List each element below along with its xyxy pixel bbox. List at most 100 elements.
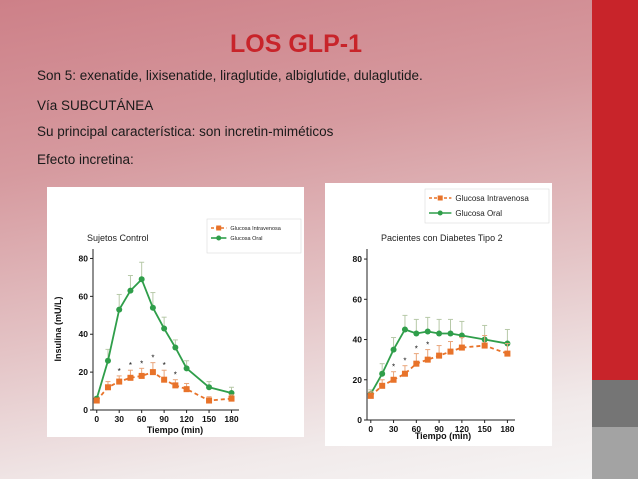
data-point: [172, 382, 179, 389]
legend-label: Glucosa Intravenosa: [455, 194, 529, 203]
data-point: [104, 357, 111, 364]
side-bar-red: [592, 0, 638, 380]
significance-asterisk: *: [403, 357, 406, 366]
x-tick-label: 150: [202, 414, 216, 424]
y-axis-label: Insulina (mU/L): [53, 296, 63, 361]
y-tick-label: 20: [79, 367, 89, 377]
data-point: [436, 330, 443, 337]
y-tick-label: 40: [79, 329, 89, 339]
legend-swatch-marker: [437, 195, 443, 201]
significance-asterisk: *: [392, 363, 395, 372]
x-axis-label: Tiempo (min): [415, 431, 471, 441]
x-tick-label: 90: [434, 424, 444, 434]
data-point: [127, 374, 134, 381]
data-point: [206, 384, 213, 391]
data-point: [436, 352, 443, 359]
significance-asterisk: *: [415, 345, 418, 354]
data-point: [424, 328, 431, 335]
chart-panel-control: Sujetos Control 0 20 40 60 80 0 30 60 90 120 150 180…: [47, 187, 304, 437]
y-tick-label: 80: [79, 253, 89, 263]
legend-box: [206, 218, 302, 254]
data-point: [401, 326, 408, 333]
incretin-effect-line: Efecto incretina:: [37, 152, 134, 167]
y-tick-label: 60: [79, 291, 89, 301]
data-point: [458, 344, 465, 351]
data-point: [401, 370, 408, 377]
data-point: [116, 378, 123, 385]
legend-label: Glucosa Oral: [230, 236, 262, 242]
x-tick-label: 180: [500, 424, 514, 434]
legend-label: Glucosa Oral: [455, 209, 502, 218]
data-point: [458, 332, 465, 339]
legend-swatch-marker: [216, 235, 222, 241]
x-tick-label: 60: [412, 424, 422, 434]
side-bar-light-gray: [592, 427, 638, 479]
drug-list-line: Son 5: exenatide, lixisenatide, liraglut…: [37, 68, 423, 83]
x-tick-label: 120: [179, 414, 193, 424]
data-point: [138, 372, 145, 379]
x-tick-label: 180: [224, 414, 238, 424]
data-point: [161, 325, 168, 332]
data-point: [413, 330, 420, 337]
data-point: [138, 276, 145, 283]
data-point: [127, 287, 134, 294]
data-point: [424, 356, 431, 363]
data-point: [379, 370, 386, 377]
significance-asterisk: *: [129, 361, 132, 370]
chart-panel-diabetes: Pacientes con Diabetes Tipo 2 0 20 40 60 80 0 3…: [325, 183, 552, 446]
data-point: [481, 342, 488, 349]
x-tick-label: 0: [368, 424, 373, 434]
legend-box: [424, 188, 550, 224]
significance-asterisk: *: [118, 367, 121, 376]
significance-asterisk: *: [140, 359, 143, 368]
data-point: [367, 392, 374, 399]
data-point: [504, 350, 511, 357]
route-line: Vía SUBCUTÁNEA: [37, 98, 154, 113]
x-tick-label: 30: [389, 424, 399, 434]
x-axis-label: Tiempo (min): [147, 425, 203, 435]
data-point: [149, 369, 156, 376]
data-point: [228, 395, 235, 402]
chart-diabetes: Pacientes con Diabetes Tipo 2 0 20 40 60 80 0 3…: [353, 188, 550, 441]
legend-label: Glucosa Intravenosa: [230, 226, 281, 232]
data-point: [390, 376, 397, 383]
y-tick-label: 60: [353, 294, 363, 304]
legend-swatch-marker: [216, 225, 222, 231]
y-tick-label: 40: [353, 335, 363, 345]
chart-title: Sujetos Control: [87, 233, 149, 243]
data-point: [116, 306, 123, 313]
series-line: [370, 344, 508, 397]
data-point: [183, 365, 190, 372]
data-point: [206, 397, 213, 404]
significance-asterisk: *: [426, 341, 429, 350]
side-bar-gray: [592, 380, 638, 427]
legend-swatch-marker: [437, 210, 443, 216]
x-tick-label: 30: [114, 414, 124, 424]
significance-asterisk: *: [163, 361, 166, 370]
significance-asterisk: *: [151, 354, 154, 363]
y-tick-label: 0: [357, 415, 362, 425]
data-point: [161, 376, 168, 383]
data-point: [93, 397, 100, 404]
x-tick-label: 0: [94, 414, 99, 424]
x-tick-label: 120: [455, 424, 469, 434]
data-point: [379, 382, 386, 389]
slide-title: LOS GLP-1: [230, 30, 362, 58]
data-point: [447, 330, 454, 337]
significance-asterisk: *: [174, 371, 177, 380]
x-tick-label: 150: [478, 424, 492, 434]
y-tick-label: 20: [353, 375, 363, 385]
y-tick-label: 0: [83, 405, 88, 415]
x-tick-label: 60: [137, 414, 147, 424]
data-point: [390, 346, 397, 353]
data-point: [172, 344, 179, 351]
y-tick-label: 80: [353, 254, 363, 264]
data-point: [149, 304, 156, 311]
data-point: [104, 384, 111, 391]
characteristic-line: Su principal característica: son increti…: [37, 124, 334, 139]
data-point: [413, 360, 420, 367]
chart-control: Sujetos Control 0 20 40 60 80 0 30 60 90 120 150 180…: [53, 218, 302, 435]
x-tick-label: 90: [159, 414, 169, 424]
chart-title: Pacientes con Diabetes Tipo 2: [381, 233, 503, 243]
